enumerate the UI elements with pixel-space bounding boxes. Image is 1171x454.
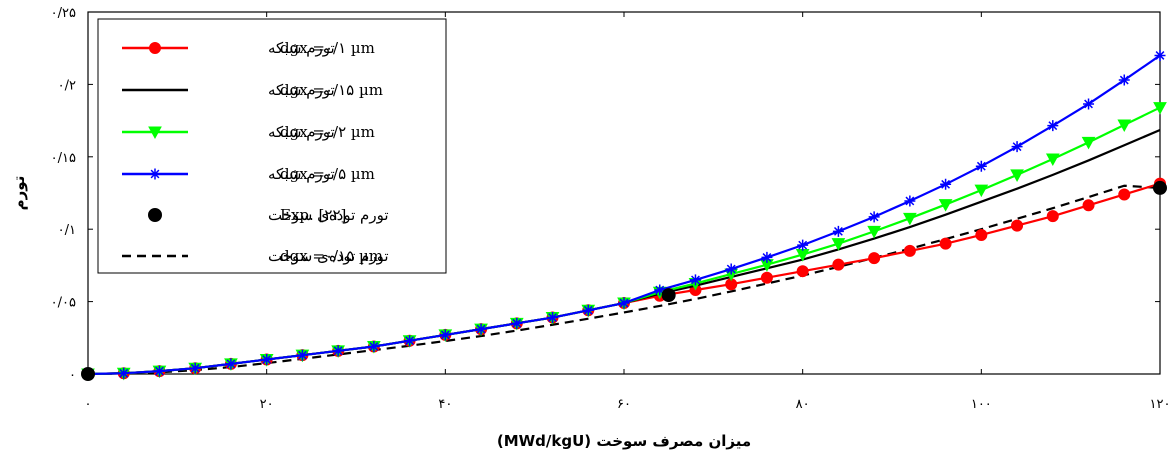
- legend-label: تورم توده‌ی سوخت: [268, 206, 389, 224]
- x-tick-label: ۴۰: [438, 397, 452, 412]
- legend-label: تورم شبکه: [268, 123, 335, 141]
- legend-swatch-marker: [148, 126, 162, 140]
- series-4-point: [904, 195, 916, 207]
- x-axis-title: میزان مصرف سوخت (MWd/kgU): [497, 432, 751, 450]
- series-4-point: [654, 284, 666, 296]
- x-tick-label: ۸۰: [796, 397, 810, 412]
- legend-param: dgx =۰/۱۵ µm: [280, 247, 383, 265]
- x-tick-label: ۱۰۰: [971, 397, 992, 412]
- series-4-point: [940, 178, 952, 190]
- series-1-point: [975, 228, 988, 241]
- series-4-point: [689, 274, 701, 286]
- legend-param: Exp. [۲۲]: [280, 206, 346, 224]
- series-4-point: [725, 263, 737, 275]
- x-tick-label: ۶۰: [617, 397, 631, 412]
- legend-swatch-marker: [149, 42, 161, 54]
- legend-param: dgx =۰/۱۵ µm: [280, 81, 383, 99]
- series-1-point: [1118, 188, 1131, 201]
- legend-label: تورم توده‌ی سوخت: [268, 247, 389, 265]
- legend-swatch-marker: [148, 208, 162, 222]
- y-tick-label: ۰/۱: [58, 223, 76, 238]
- series-1-point: [868, 252, 881, 265]
- series-3-point: [1117, 119, 1132, 132]
- series-3-point: [903, 212, 917, 226]
- series-4-point: [797, 239, 809, 251]
- series-4-point: [975, 160, 987, 172]
- series-4-point: [1154, 49, 1166, 61]
- series-3-point: [1153, 102, 1167, 115]
- series-1-point: [832, 258, 845, 271]
- y-tick-label: ۰/۰۵: [51, 296, 76, 311]
- series-1-point: [1011, 219, 1024, 232]
- x-tick-label: ۰: [85, 397, 92, 412]
- series-4-point: [475, 323, 487, 335]
- series-3-point: [831, 238, 846, 251]
- series-4-point: [225, 358, 237, 370]
- series-1-point: [1082, 199, 1095, 212]
- series-4-point: [1011, 141, 1023, 153]
- series-4-point: [189, 362, 201, 374]
- series-4-point: [118, 367, 130, 379]
- legend-box: [97, 18, 447, 274]
- series-layer: [81, 49, 1167, 382]
- y-tick-label: ۰/۲۵: [51, 6, 76, 21]
- series-4-point: [547, 312, 559, 324]
- series-3-point: [938, 199, 953, 212]
- series-4-point: [296, 349, 308, 361]
- series-5-point: [661, 288, 676, 303]
- y-tick-label: ۰/۱۵: [51, 151, 76, 166]
- series-1-point: [1046, 210, 1059, 223]
- legend-swatch-marker: [149, 168, 161, 180]
- series-4-point: [761, 251, 773, 263]
- ticks-layer: ۰ ۲۰ ۴۰ ۶۰ ۸۰ ۱۰۰ ۱۲۰ ۰ ۰/۰۵ ۰/۱ ۰/۱۵ ۰/۲ ۰/۲۵: [51, 6, 1171, 412]
- x-tick-label: ۱۲۰: [1150, 397, 1171, 412]
- y-tick-label: ۰: [69, 368, 76, 383]
- series-4-point: [511, 317, 523, 329]
- series-4-point: [1118, 74, 1130, 86]
- series-1-point: [760, 271, 773, 284]
- y-tick-label: ۰/۲: [58, 78, 76, 93]
- series-4-point: [618, 297, 630, 309]
- series-4-point: [261, 354, 273, 366]
- y-axis-title: تورم: [10, 176, 28, 211]
- legend-label: تورم شبکه: [268, 39, 335, 57]
- series-4-point: [439, 329, 451, 341]
- series-1-point: [796, 265, 809, 278]
- series-4-point: [1047, 120, 1059, 132]
- series-4-point: [153, 365, 165, 377]
- series-4-point: [582, 304, 594, 316]
- series-5-point: [1153, 180, 1167, 195]
- series-3-point: [1045, 153, 1060, 167]
- series-4-point: [868, 211, 880, 223]
- legend-param: dgx =۰/۱ µm: [280, 39, 375, 57]
- series-3-point: [1081, 136, 1096, 150]
- series-4-point: [368, 340, 380, 352]
- series-4-point: [1083, 98, 1095, 110]
- series-3-point: [1010, 169, 1024, 182]
- series-4-point: [404, 335, 416, 347]
- series-1-point: [903, 244, 916, 257]
- series-1-point: [939, 237, 952, 250]
- legend-label: تورم شبکه: [268, 81, 335, 99]
- series-3-point: [867, 225, 881, 239]
- series-4-point: [332, 345, 344, 357]
- x-tick-label: ۲۰: [260, 397, 274, 412]
- legend-label: تورم شبکه: [268, 165, 335, 183]
- legend-param: dgx =۰/۵ µm: [280, 165, 375, 183]
- series-4-point: [832, 225, 844, 237]
- series-3-point: [974, 184, 989, 198]
- legend-param: dgx =۰/۲ µm: [280, 123, 375, 141]
